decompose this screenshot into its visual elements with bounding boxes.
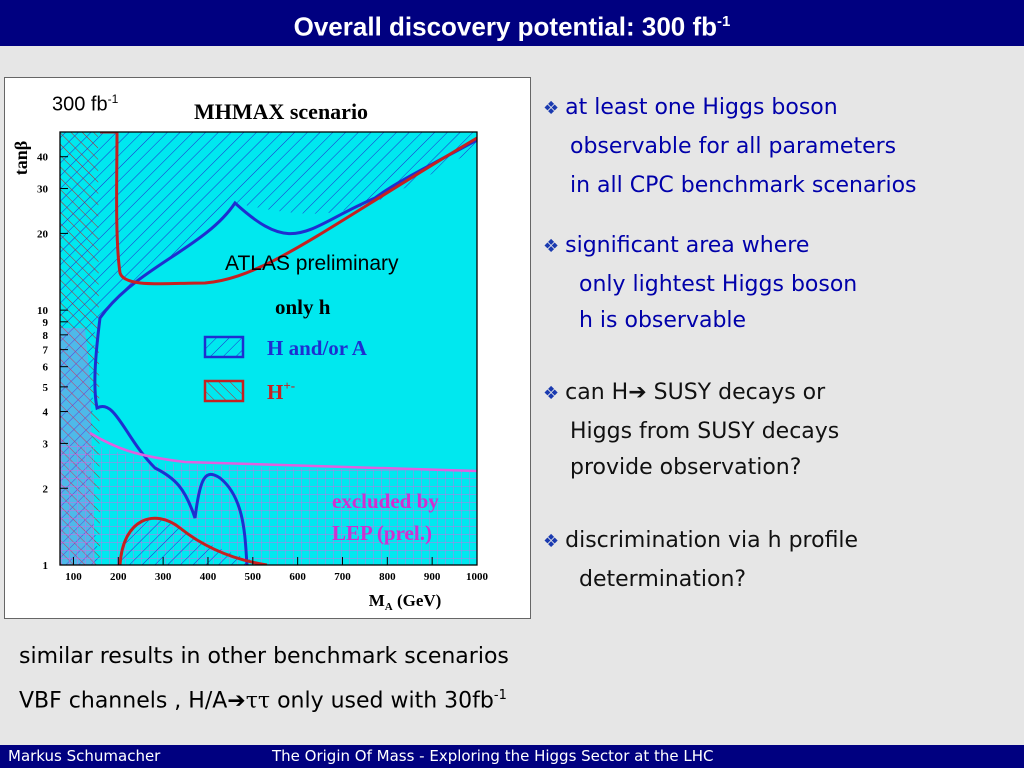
- bullet-3: ❖ can H➔ SUSY decays or Higgs from SUSY d…: [543, 380, 840, 480]
- diamond-bullet-icon: ❖: [543, 531, 560, 552]
- annotation-lep-prel: LEP (prel.): [332, 521, 432, 545]
- charged-higgs-lower-contour: [118, 516, 268, 565]
- x-tick-label: 100: [65, 571, 82, 583]
- annotation-only-h: only h: [275, 295, 331, 319]
- x-axis-label: MA (GeV): [369, 591, 442, 613]
- slide-title: Overall discovery potential: 300 fb-1: [0, 0, 1024, 46]
- y-tick-label: 4: [43, 407, 49, 419]
- arrow-right-icon: ➔: [628, 380, 647, 405]
- mhmax-plot: 100 200 300 400 500 600 700 800 900 1000 1 2 3 4 5 6 7 8 9…: [4, 77, 531, 619]
- annotation-excluded-by: excluded by: [332, 489, 439, 513]
- lep-excluded-wedge: [60, 328, 95, 565]
- bullet-4: ❖ discrimination via h profile determinat…: [543, 528, 859, 592]
- y-tick-label: 6: [43, 362, 49, 374]
- bullet-2: ❖ significant area where only lightest Hi…: [543, 233, 858, 333]
- luminosity-label: 300 fb-1: [52, 92, 119, 116]
- legend: H and/or A H+-: [203, 335, 368, 404]
- y-axis-label: tanβ: [11, 141, 31, 176]
- region-layer: [60, 132, 477, 565]
- y-tick-label: 8: [43, 330, 49, 342]
- y-tick-label: 2: [43, 483, 49, 495]
- legend-label-h-and-a: H and/or A: [267, 336, 368, 360]
- discovery-chart: 100 200 300 400 500 600 700 800 900 1000 1 2 3 4 5 6 7 89…: [11, 99, 489, 613]
- bullet-1: ❖ at least one Higgs boson observable for…: [543, 95, 917, 198]
- plot-frame: [59, 131, 478, 566]
- tick-layer: 100 200 300 400 500 600 700 800 900 1000 1 2 3 4 5 6 7 89…: [37, 152, 489, 583]
- x-tick-label: 600: [289, 571, 306, 583]
- x-tick-label: 400: [200, 571, 217, 583]
- footer-bar: Markus Schumacher The Origin Of Mass - E…: [0, 745, 1024, 768]
- y-tick-label: 5: [43, 382, 49, 394]
- x-tick-label: 800: [379, 571, 396, 583]
- y-tick-label: 20: [37, 228, 49, 240]
- y-tick-label: 10: [37, 305, 49, 317]
- lep-contour: [89, 431, 477, 473]
- heavy-higgs-region: [60, 132, 477, 565]
- x-tick-label: 300: [155, 571, 172, 583]
- y-tick-label: 1: [43, 560, 49, 572]
- footer-author: Markus Schumacher: [8, 747, 161, 765]
- note-benchmark-scenarios: similar results in other benchmark scena…: [19, 644, 509, 669]
- annotation-atlas-preliminary: ATLAS preliminary: [225, 252, 399, 275]
- x-tick-label: 1000: [466, 571, 489, 583]
- x-tick-label: 500: [245, 571, 262, 583]
- y-tick-label: 3: [43, 438, 49, 450]
- note-vbf-channels: VBF channels , H/A➔ττ only used with 30f…: [19, 688, 507, 714]
- legend-swatch-charged-higgs: [203, 379, 245, 403]
- chart-title: MHMAX scenario: [194, 99, 368, 124]
- y-tick-label: 9: [43, 317, 49, 329]
- footer-talk-title: The Origin Of Mass - Exploring the Higgs…: [272, 747, 714, 765]
- charged-higgs-contour: [100, 132, 477, 286]
- heavy-higgs-contour: [93, 138, 477, 565]
- legend-swatch-h-and-a: [203, 335, 245, 359]
- lower-hatch-region: [120, 519, 267, 565]
- arrow-right-icon: ➔: [227, 688, 246, 714]
- y-tick-label: 7: [43, 345, 49, 357]
- diamond-bullet-icon: ❖: [543, 383, 560, 404]
- y-tick-label: 30: [37, 184, 49, 196]
- x-tick-label: 700: [334, 571, 351, 583]
- diamond-bullet-icon: ❖: [543, 98, 560, 119]
- x-tick-label: 900: [424, 571, 441, 583]
- x-tick-label: 200: [110, 571, 127, 583]
- legend-label-charged-higgs: H+-: [267, 378, 295, 404]
- y-tick-label: 40: [37, 152, 49, 164]
- diamond-bullet-icon: ❖: [543, 236, 560, 257]
